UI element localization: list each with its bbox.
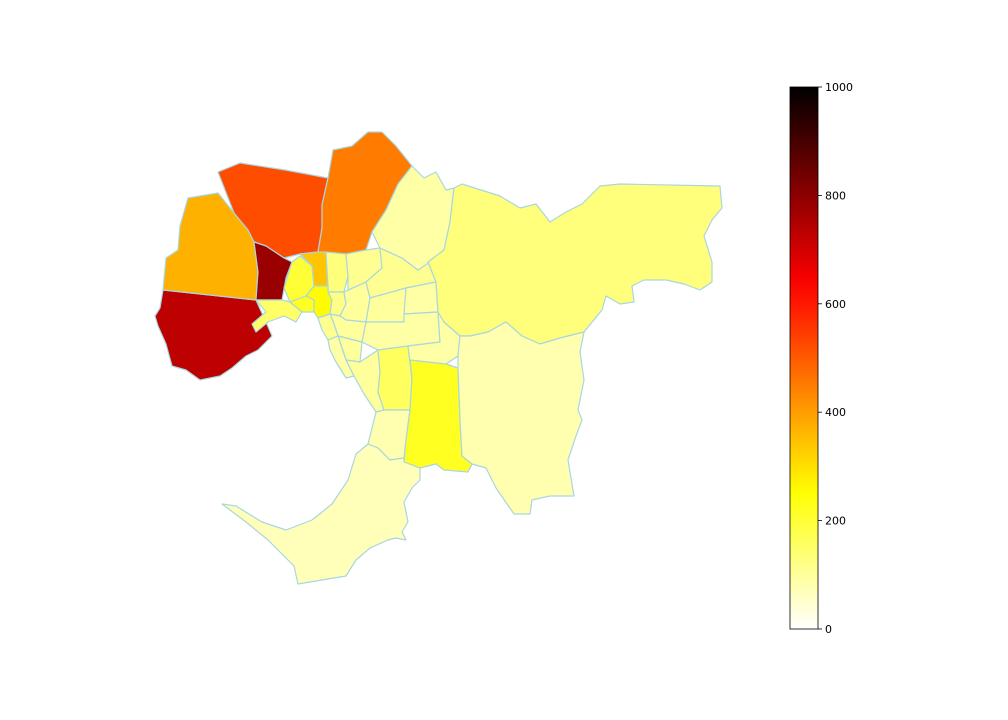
region-hobsons-bay[interactable]	[251, 299, 303, 333]
choropleth-map	[154, 131, 723, 585]
region-greater-dandenong[interactable]	[377, 345, 413, 411]
region-cardinia[interactable]	[457, 321, 585, 515]
colorbar-tick-label: 800	[825, 189, 846, 202]
region-brimbank[interactable]	[253, 241, 293, 301]
colorbar-tick-label: 400	[825, 406, 846, 419]
colorbar-tick-label: 0	[825, 623, 832, 636]
colorbar-gradient	[789, 86, 819, 630]
region-wyndham[interactable]	[154, 289, 273, 381]
colorbar-tick-label: 600	[825, 298, 846, 311]
region-mornington-peninsula[interactable]	[221, 443, 421, 585]
colorbar-tick-label: 1000	[825, 81, 853, 94]
colorbar-tick-label: 200	[825, 515, 846, 528]
region-yarra-ranges[interactable]	[427, 183, 723, 345]
colorbar-ticks: 0 200 400 600 800 1000	[818, 81, 853, 636]
region-maroondah[interactable]	[403, 281, 439, 315]
colorbar: 0 200 400 600 800 1000	[789, 81, 853, 636]
region-darebin[interactable]	[325, 251, 349, 293]
